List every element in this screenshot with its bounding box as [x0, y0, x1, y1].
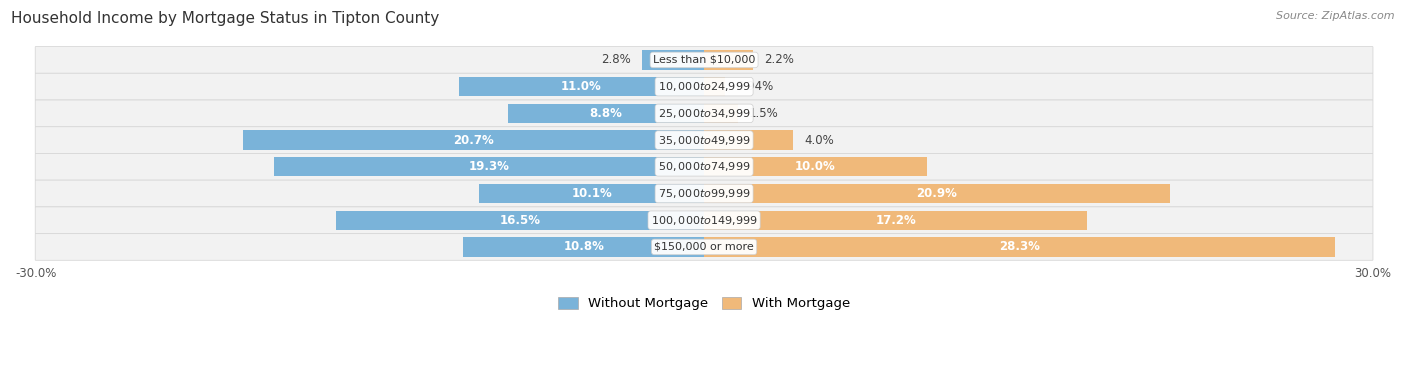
Text: $75,000 to $99,999: $75,000 to $99,999 [658, 187, 751, 200]
FancyBboxPatch shape [35, 100, 1372, 127]
Text: $25,000 to $34,999: $25,000 to $34,999 [658, 107, 751, 120]
Bar [464, 237, 704, 257]
Bar [641, 50, 704, 70]
Bar [704, 157, 927, 177]
Bar [704, 77, 725, 96]
Text: 20.7%: 20.7% [453, 133, 494, 147]
Text: 16.5%: 16.5% [499, 214, 541, 227]
Text: 28.3%: 28.3% [998, 240, 1040, 253]
Text: 11.0%: 11.0% [561, 80, 602, 93]
Text: 17.2%: 17.2% [876, 214, 917, 227]
Bar [704, 237, 1334, 257]
Bar [704, 130, 793, 150]
Bar [704, 104, 738, 123]
FancyBboxPatch shape [35, 180, 1372, 207]
Text: Less than $10,000: Less than $10,000 [652, 55, 755, 65]
Bar [336, 211, 704, 230]
Bar [704, 184, 1170, 203]
Text: 0.94%: 0.94% [737, 80, 773, 93]
FancyBboxPatch shape [35, 46, 1372, 73]
FancyBboxPatch shape [35, 127, 1372, 153]
Text: Household Income by Mortgage Status in Tipton County: Household Income by Mortgage Status in T… [11, 11, 440, 26]
Legend: Without Mortgage, With Mortgage: Without Mortgage, With Mortgage [553, 292, 855, 316]
FancyBboxPatch shape [35, 153, 1372, 180]
Text: 10.8%: 10.8% [564, 240, 605, 253]
Text: $150,000 or more: $150,000 or more [654, 242, 754, 252]
FancyBboxPatch shape [35, 73, 1372, 100]
Text: 19.3%: 19.3% [468, 160, 509, 173]
Bar [704, 50, 754, 70]
Text: 4.0%: 4.0% [804, 133, 834, 147]
Bar [508, 104, 704, 123]
Text: 1.5%: 1.5% [748, 107, 779, 120]
Text: 2.8%: 2.8% [600, 53, 630, 67]
Text: Source: ZipAtlas.com: Source: ZipAtlas.com [1277, 11, 1395, 21]
Text: $10,000 to $24,999: $10,000 to $24,999 [658, 80, 751, 93]
FancyBboxPatch shape [35, 207, 1372, 234]
Bar [704, 211, 1087, 230]
Bar [274, 157, 704, 177]
Text: 8.8%: 8.8% [589, 107, 623, 120]
Text: 10.0%: 10.0% [796, 160, 837, 173]
Bar [243, 130, 704, 150]
Text: $50,000 to $74,999: $50,000 to $74,999 [658, 160, 751, 173]
Text: 20.9%: 20.9% [917, 187, 957, 200]
Text: 10.1%: 10.1% [571, 187, 612, 200]
Text: $35,000 to $49,999: $35,000 to $49,999 [658, 133, 751, 147]
Bar [458, 77, 704, 96]
FancyBboxPatch shape [35, 234, 1372, 260]
Text: $100,000 to $149,999: $100,000 to $149,999 [651, 214, 758, 227]
Text: 2.2%: 2.2% [765, 53, 794, 67]
Bar [479, 184, 704, 203]
